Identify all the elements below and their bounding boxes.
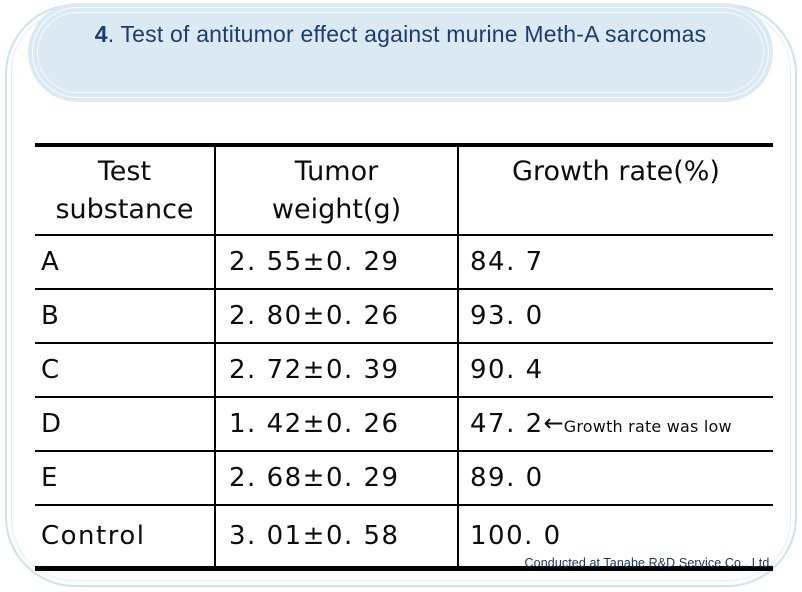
table-row: A 2. 55±0. 29 84. 7 [35, 235, 773, 290]
table-row: B 2. 80±0. 26 93. 0 [35, 289, 773, 344]
cell-substance: A [35, 235, 216, 290]
cell-weight: 2. 72±0. 39 [215, 343, 459, 398]
table-row: C 2. 72±0. 39 90. 4 [35, 343, 773, 398]
results-table: Test substance Tumor weight(g) Growth ra… [35, 143, 773, 571]
growth-rate-annotation: Growth rate was low [563, 417, 732, 436]
cell-substance: C [35, 343, 216, 398]
cell-substance: B [35, 289, 216, 344]
title-number: 4 [94, 21, 108, 47]
header-line: substance [55, 194, 194, 225]
cell-substance: D [35, 397, 216, 452]
growth-value: 47. 2 [470, 409, 544, 439]
header-line: Test [97, 156, 152, 187]
credit-text: Conducted at Tanabe R&D Service Co., Ltd… [524, 556, 773, 570]
cell-weight: 1. 42±0. 26 [215, 397, 459, 452]
title-banner-inner-line [37, 12, 764, 93]
header-line: Tumor [294, 156, 379, 187]
cell-weight: 2. 55±0. 29 [215, 235, 459, 290]
cell-growth: 89. 0 [458, 451, 773, 506]
table-row: Control 3. 01±0. 58 100. 0 [35, 505, 773, 569]
cell-growth: 47. 2←Growth rate was low [458, 397, 773, 452]
cell-substance: E [35, 451, 216, 506]
cell-weight: 2. 80±0. 26 [215, 289, 459, 344]
cell-weight: 2. 68±0. 29 [215, 451, 459, 506]
cell-substance: Control [35, 505, 216, 569]
cell-growth: 90. 4 [458, 343, 773, 398]
cell-growth: 84. 7 [458, 235, 773, 290]
page-title: 4. Test of antitumor effect against muri… [88, 17, 713, 51]
table-row: D 1. 42±0. 26 47. 2←Growth rate was low [35, 397, 773, 452]
title-banner-inner-line [32, 7, 769, 98]
cell-growth: 100. 0 [470, 521, 562, 551]
title-rest: . Test of antitumor effect against murin… [107, 21, 707, 47]
cell-growth: 93. 0 [458, 289, 773, 344]
table-header-row: Test substance Tumor weight(g) Growth ra… [35, 145, 773, 236]
table-row: E 2. 68±0. 29 89. 0 [35, 451, 773, 506]
cell-weight: 3. 01±0. 58 [215, 505, 459, 569]
column-header-test-substance: Test substance [35, 145, 216, 236]
column-header-growth-rate: Growth rate(%) [458, 145, 773, 236]
left-arrow-icon: ← [543, 409, 564, 437]
title-banner: 4. Test of antitumor effect against muri… [28, 3, 773, 102]
header-line: Growth rate(%) [512, 156, 720, 187]
column-header-tumor-weight: Tumor weight(g) [215, 145, 459, 236]
header-line: weight(g) [271, 194, 402, 225]
